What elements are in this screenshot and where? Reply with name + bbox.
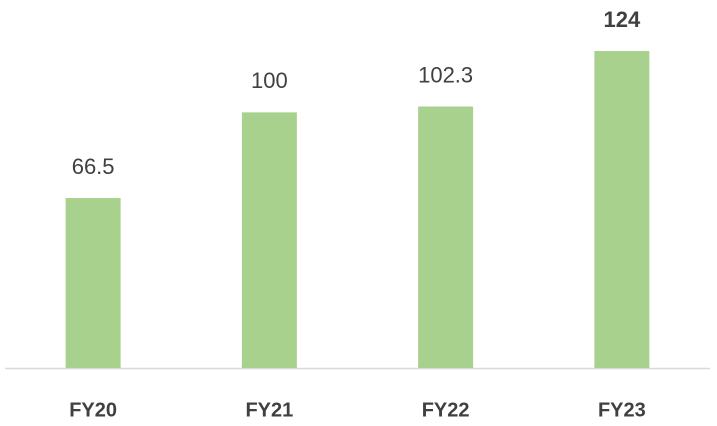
x-tick-label: FY23 — [598, 399, 646, 421]
value-label: 100 — [251, 68, 288, 93]
bar — [594, 51, 650, 368]
x-tick-label: FY22 — [422, 399, 470, 421]
value-label: 124 — [604, 7, 641, 32]
bar — [418, 106, 474, 368]
x-tick-label: FY20 — [69, 399, 117, 421]
bar — [65, 197, 121, 368]
x-tick-label: FY21 — [245, 399, 293, 421]
bar — [241, 112, 297, 369]
value-label: 66.5 — [72, 154, 115, 179]
value-label: 102.3 — [418, 62, 473, 87]
